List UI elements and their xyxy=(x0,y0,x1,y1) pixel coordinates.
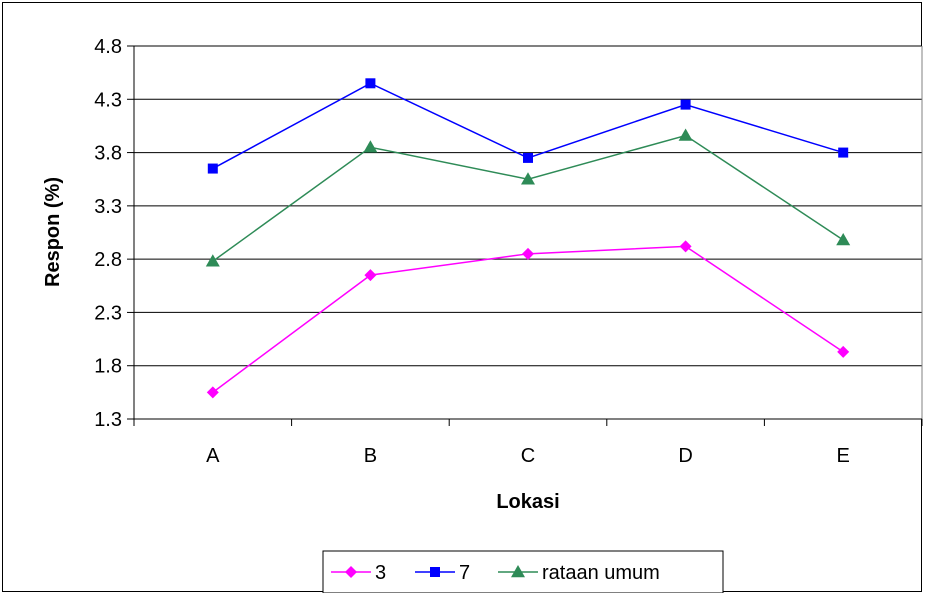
series-1 xyxy=(206,240,850,399)
x-tick-label: B xyxy=(364,445,377,467)
legend-label: rataan umum xyxy=(542,562,660,584)
y-tick-label: 4.3 xyxy=(94,89,122,111)
plot-area xyxy=(134,46,922,419)
x-tick-label: C xyxy=(521,445,535,467)
y-tick-label: 3.3 xyxy=(94,196,122,218)
series-lines xyxy=(205,78,851,399)
data-point xyxy=(363,140,378,153)
y-tick-labels: 1.3 1.8 2.3 2.8 3.3 3.8 4.3 4.8 xyxy=(94,36,122,431)
data-point xyxy=(836,232,851,246)
axes xyxy=(127,45,923,426)
data-point xyxy=(680,99,691,110)
y-tick-label: 1.3 xyxy=(94,409,122,431)
legend-entry: 7 xyxy=(415,562,470,584)
x-tick-label: D xyxy=(678,445,692,467)
legend-entry: rataan umum xyxy=(498,562,660,584)
legend-marker xyxy=(345,566,357,578)
legend-marker xyxy=(511,565,525,578)
y-tick-label: 4.8 xyxy=(94,36,122,58)
y-axis-title: Respon (%) xyxy=(42,177,64,287)
x-tick-label: E xyxy=(837,445,850,467)
series-3 xyxy=(205,128,851,267)
y-tick-label: 2.3 xyxy=(94,302,122,324)
x-tick-labels: A B C D E xyxy=(206,445,850,467)
data-point xyxy=(206,386,219,399)
data-point xyxy=(522,247,534,260)
x-tick-label: A xyxy=(206,445,220,467)
data-point xyxy=(837,345,850,358)
data-point xyxy=(521,172,535,185)
legend-marker xyxy=(430,567,440,577)
y-tick-label: 3.8 xyxy=(94,143,122,165)
data-point xyxy=(365,78,376,89)
data-point xyxy=(523,152,533,163)
data-point xyxy=(207,163,218,174)
x-axis-title: Lokasi xyxy=(496,491,559,513)
legend-items: 3 7 rataan umum xyxy=(331,562,660,584)
y-tick-label: 1.8 xyxy=(94,356,122,378)
line-chart: 1.3 1.8 2.3 2.8 3.3 3.8 4.3 4.8 A B C D E Respon (%… xyxy=(42,36,923,593)
y-tick-label: 2.8 xyxy=(94,249,122,271)
data-point xyxy=(678,128,693,141)
data-point xyxy=(364,269,377,282)
data-point xyxy=(205,254,220,267)
legend: 3 7 rataan umum xyxy=(322,550,724,593)
data-point xyxy=(838,147,849,158)
data-point xyxy=(679,240,692,253)
legend-label: 3 xyxy=(375,562,386,584)
legend-entry: 3 xyxy=(331,562,386,584)
series-2 xyxy=(207,78,849,174)
legend-label: 7 xyxy=(459,562,470,584)
